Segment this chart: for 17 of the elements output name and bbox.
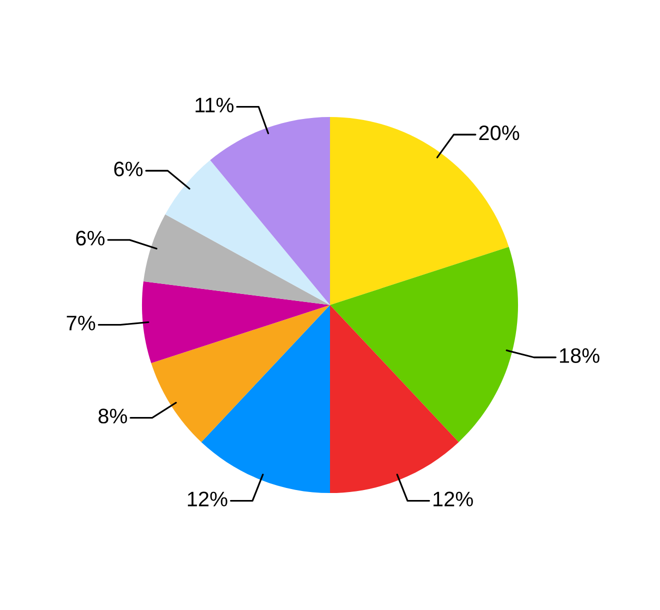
data-label: 6%	[76, 230, 105, 246]
pie-slice	[201, 305, 330, 494]
pie-slice	[151, 305, 330, 442]
pie-slice	[142, 281, 330, 364]
pie-slice	[143, 214, 330, 305]
data-label: 6%	[114, 162, 143, 176]
data-label: 8%	[98, 408, 127, 424]
data-label: 12%	[434, 492, 473, 506]
data-label: 7%	[66, 316, 96, 330]
data-label: 11%	[196, 98, 234, 112]
pie-slice	[330, 305, 459, 494]
pie-slice	[210, 116, 330, 305]
data-label: 12%	[188, 492, 228, 506]
pie-slice	[165, 160, 330, 305]
pie-slice	[330, 246, 518, 442]
data-label: 20%	[479, 125, 520, 140]
data-label: 18%	[560, 348, 600, 363]
